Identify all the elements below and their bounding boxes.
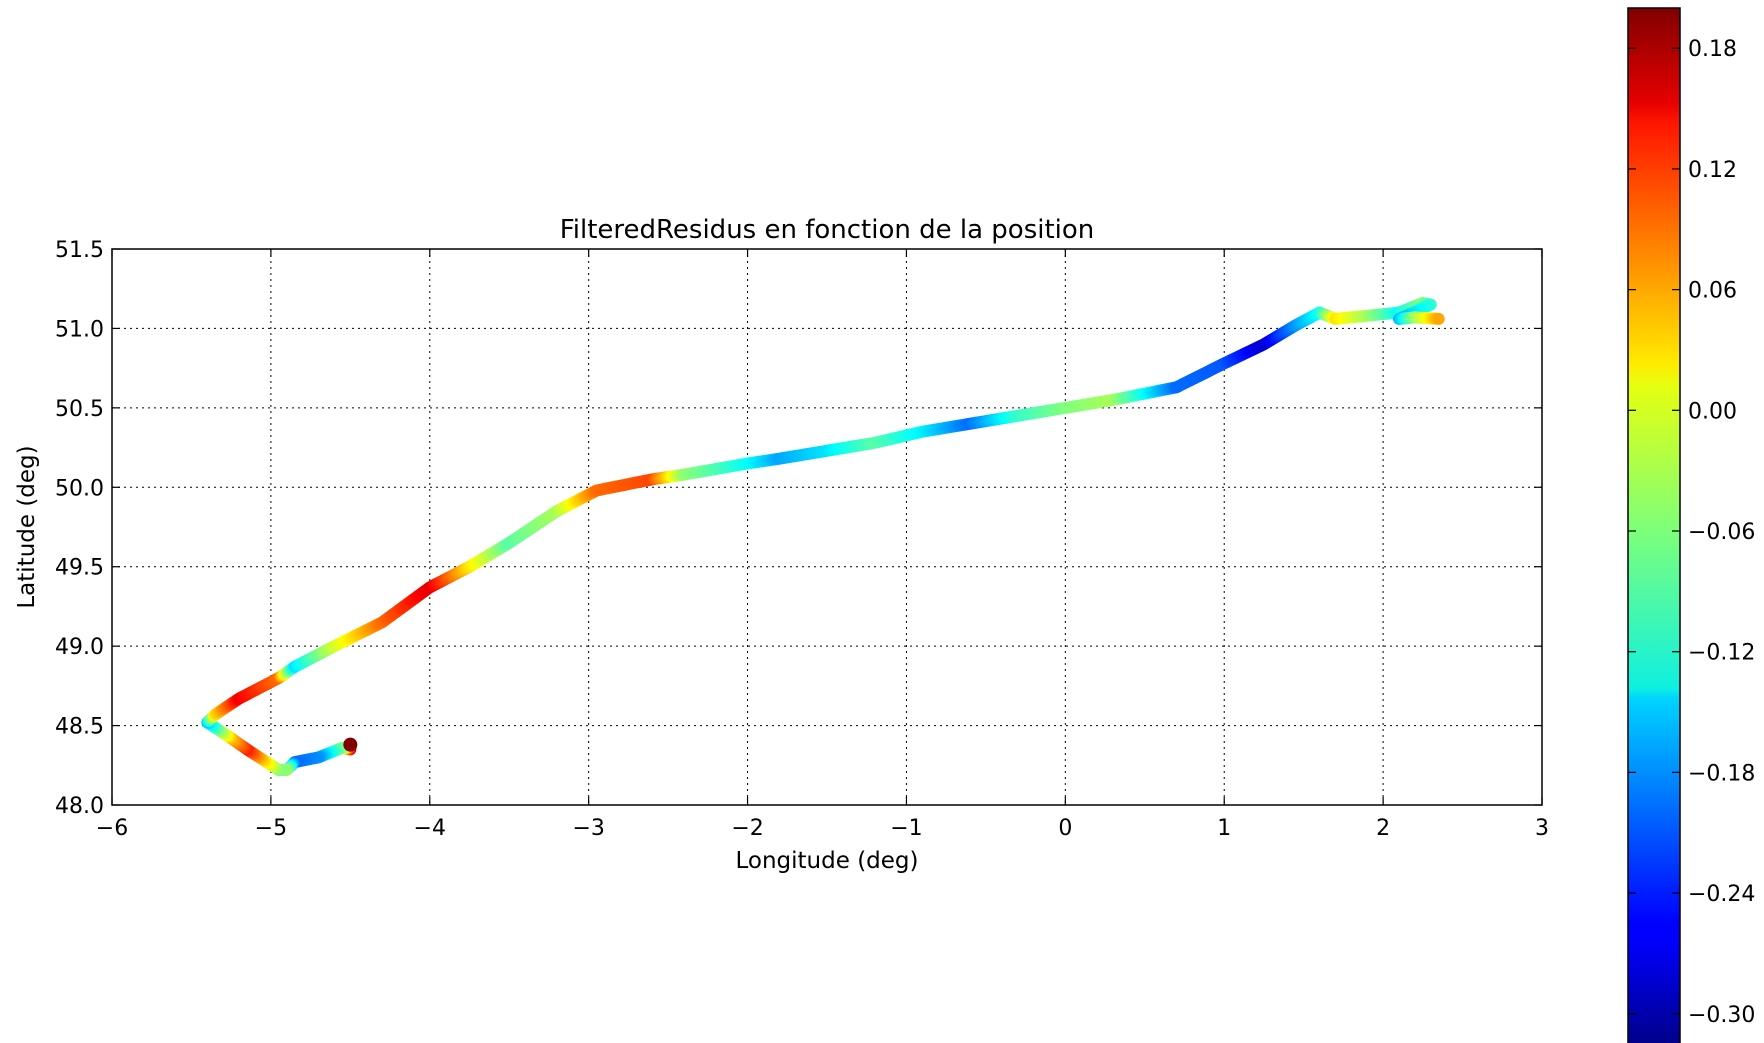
x-tick-label: −6 — [96, 816, 128, 841]
colorbar — [1627, 7, 1681, 1043]
colorbar-tick-label: −0.24 — [1688, 882, 1755, 907]
scatter-marks — [201, 297, 1445, 777]
colorbar-tick-label: −0.18 — [1688, 761, 1755, 786]
x-axis-ticks: −6 −5 −4 −3 −2 −1 0 1 2 3 — [96, 249, 1549, 841]
colorbar-tick-label: 0.00 — [1688, 399, 1737, 424]
y-tick-label: 50.5 — [55, 397, 104, 422]
plot-frame — [111, 248, 1543, 806]
y-tick-label: 49.0 — [55, 635, 104, 660]
colorbar-tick-label: −0.12 — [1688, 641, 1755, 666]
colorbar-tick-label: 0.06 — [1688, 279, 1737, 304]
colorbar-tick-label: −0.06 — [1688, 520, 1755, 545]
y-axis-ticks: 48.0 48.5 49.0 49.5 50.0 50.5 51.0 51.5 — [55, 238, 1542, 819]
colorbar-tick-label: −0.30 — [1688, 1003, 1755, 1028]
x-tick-label: −3 — [572, 816, 604, 841]
grid-lines — [112, 249, 1542, 805]
x-tick-label: −1 — [890, 816, 922, 841]
y-tick-label: 49.5 — [55, 556, 104, 581]
x-tick-label: 2 — [1376, 816, 1390, 841]
x-axis-label: Longitude (deg) — [735, 848, 918, 874]
x-tick-label: 1 — [1217, 816, 1231, 841]
y-tick-label: 51.0 — [55, 317, 104, 342]
y-tick-label: 50.0 — [55, 476, 104, 501]
scatter-point — [1432, 312, 1445, 325]
x-tick-label: 3 — [1535, 816, 1549, 841]
x-tick-label: −5 — [255, 816, 287, 841]
scatter-point — [343, 737, 358, 752]
y-axis-label: Latitude (deg) — [14, 445, 40, 608]
chart-title: FilteredResidus en fonction de la positi… — [560, 215, 1095, 245]
x-tick-label: −4 — [414, 816, 446, 841]
x-tick-label: −2 — [731, 816, 763, 841]
y-tick-label: 51.5 — [55, 238, 104, 263]
colorbar-ticks: 0.18 0.12 0.06 0.00 −0.06 −0.12 −0.18 −0.24 −0.3… — [1628, 37, 1755, 1028]
colorbar-tick-label: 0.12 — [1688, 158, 1737, 183]
y-tick-label: 48.0 — [55, 794, 104, 819]
x-tick-label: 0 — [1058, 816, 1072, 841]
y-tick-label: 48.5 — [55, 715, 104, 740]
colorbar-tick-label: 0.18 — [1688, 37, 1737, 62]
